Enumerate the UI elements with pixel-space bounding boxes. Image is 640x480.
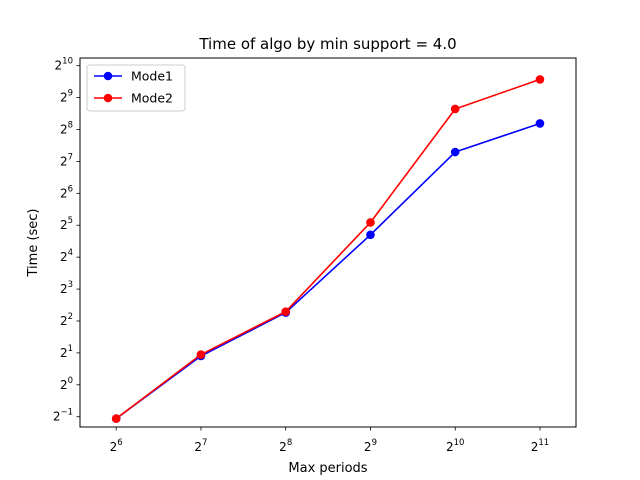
data-point-mode1 [535, 119, 545, 128]
plot-frame [79, 57, 577, 428]
data-point-mode1 [450, 147, 460, 157]
x-axis-title: Max periods [288, 461, 367, 476]
y-tick-label: 25 [60, 216, 73, 232]
legend-label-mode2: Mode2 [131, 91, 173, 106]
y-tick-exponent: −1 [60, 408, 73, 418]
y-axis-title: Time (sec) [26, 208, 41, 277]
x-tick-base: 2 [194, 440, 202, 454]
data-point-mode2 [366, 218, 375, 227]
data-point-mode1 [366, 230, 375, 240]
y-tick-base: 2 [60, 250, 68, 264]
y-tick-label: 27 [60, 152, 73, 168]
y-tick-base: 2 [60, 91, 68, 105]
y-tick-exponent: 7 [68, 152, 73, 162]
x-tick-base: 2 [110, 440, 118, 454]
y-tick-base: 2 [60, 346, 68, 360]
x-tick-label: 29 [364, 438, 377, 454]
series-line-mode2 [115, 78, 541, 420]
y-tick-base: 2 [53, 410, 61, 424]
y-tick-exponent: 6 [68, 184, 73, 194]
y-tick-label: 24 [60, 248, 73, 264]
data-point-mode2 [450, 104, 460, 114]
x-tick-label: 211 [531, 438, 549, 454]
legend-label-mode1: Mode1 [131, 69, 173, 84]
y-tick-exponent: 0 [68, 376, 73, 386]
chart-title: Time of algo by min support = 4.0 [198, 35, 456, 53]
y-tick-exponent: 5 [68, 216, 73, 226]
y-tick-exponent: 2 [68, 312, 73, 322]
y-tick-base: 2 [60, 186, 68, 200]
y-tick-label: 22 [60, 312, 73, 328]
x-tick-exponent: 7 [202, 438, 207, 448]
y-tick-base: 2 [60, 123, 68, 137]
x-tick-label: 210 [446, 438, 464, 454]
x-tick-exponent: 10 [454, 438, 465, 448]
x-tick-base: 2 [279, 440, 287, 454]
x-tick-base: 2 [446, 440, 454, 454]
y-tick-base: 2 [60, 154, 68, 168]
x-tick-label: 28 [279, 438, 292, 454]
x-axis: 26 27 28 29 210 211 [110, 427, 549, 454]
x-tick-label: 26 [110, 438, 123, 454]
x-tick-exponent: 11 [538, 438, 549, 448]
legend: Mode1 Mode2 [86, 64, 186, 112]
y-tick-exponent: 4 [68, 248, 73, 258]
y-tick-label: 28 [60, 121, 73, 137]
y-tick-label: 23 [60, 280, 73, 296]
y-tick-exponent: 9 [68, 89, 73, 99]
y-tick-label: 21 [60, 344, 73, 360]
y-tick-exponent: 3 [68, 280, 73, 290]
y-tick-label: 20 [60, 376, 73, 392]
data-point-mode2 [196, 350, 206, 359]
y-tick-base: 2 [60, 282, 68, 296]
y-tick-label: 2−1 [53, 408, 73, 424]
y-tick-base: 2 [55, 59, 63, 73]
y-tick-exponent: 10 [62, 57, 73, 67]
plot-area [111, 75, 545, 423]
y-tick-exponent: 8 [68, 121, 73, 131]
x-tick-label: 27 [194, 438, 207, 454]
series-line-mode1 [115, 122, 541, 420]
y-tick-label: 210 [55, 57, 73, 73]
y-tick-label: 29 [60, 89, 73, 105]
y-tick-base: 2 [60, 218, 68, 232]
data-point-mode2 [535, 75, 545, 84]
legend-marker-mode2 [103, 93, 113, 103]
x-tick-base: 2 [531, 440, 539, 454]
data-point-mode2 [281, 307, 291, 316]
legend-marker-mode1 [103, 71, 113, 81]
y-tick-exponent: 1 [68, 344, 73, 354]
x-tick-base: 2 [364, 440, 372, 454]
y-tick-base: 2 [60, 314, 68, 328]
y-tick-label: 26 [60, 184, 73, 200]
x-tick-exponent: 6 [117, 438, 122, 448]
data-point-mode2 [111, 414, 121, 423]
y-tick-base: 2 [60, 378, 68, 392]
x-tick-exponent: 8 [287, 438, 292, 448]
x-tick-exponent: 9 [372, 438, 377, 448]
